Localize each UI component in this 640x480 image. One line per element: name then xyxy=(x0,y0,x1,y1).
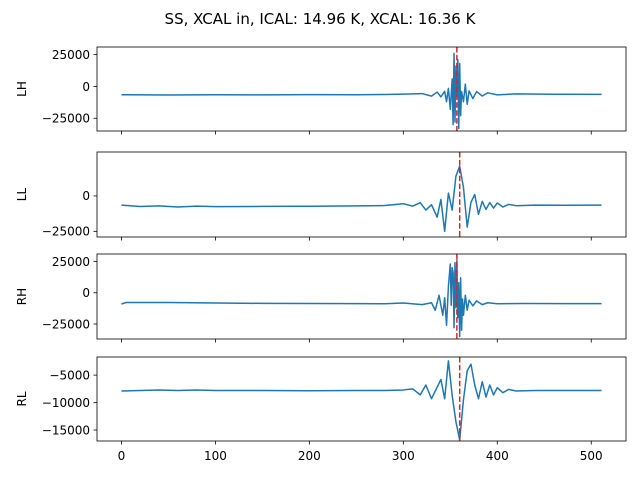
series-line-rh-0 xyxy=(121,259,602,338)
xtick-label-3: 300 xyxy=(392,449,415,463)
axes-frame-rl xyxy=(96,356,627,442)
ytick-label-rh-0: −25000 xyxy=(42,317,90,331)
ytick-label-rl-1: −10000 xyxy=(42,396,90,410)
axes-frame-lh xyxy=(96,46,627,132)
ylabel-ll: LL xyxy=(15,188,29,202)
ytick-label-rl-0: −15000 xyxy=(42,423,90,437)
subplot-lh: −25000 0 25000 LH xyxy=(15,46,627,135)
series-line-ll-0 xyxy=(121,165,602,233)
axes-frame-rh xyxy=(96,253,627,340)
ytick-label-lh-2: 25000 xyxy=(52,48,90,62)
xtick-label-5: 500 xyxy=(580,449,603,463)
ytick-label-rh-1: 0 xyxy=(82,286,90,300)
ytick-label-lh-0: −25000 xyxy=(42,112,90,126)
series-line-lh-0 xyxy=(121,52,602,130)
ylabel-lh: LH xyxy=(15,81,29,97)
xtick-label-0: 0 xyxy=(118,449,126,463)
axes-frame-ll xyxy=(96,151,627,238)
subplot-ll: −25000 0 LL xyxy=(15,151,627,241)
ytick-label-rl-2: −5000 xyxy=(49,368,90,382)
xtick-label-1: 100 xyxy=(204,449,227,463)
ytick-label-ll-1: 0 xyxy=(82,189,90,203)
ytick-label-ll-0: −25000 xyxy=(42,225,90,239)
ylabel-rh: RH xyxy=(15,288,29,305)
ytick-label-lh-1: 0 xyxy=(82,80,90,94)
subplot-stack: −25000 0 25000 LH −25000 0 LL −25000 0 25000 RH −15… xyxy=(15,46,627,463)
series-line-rl-0 xyxy=(121,360,602,441)
ytick-label-rh-2: 25000 xyxy=(52,255,90,269)
ylabel-rl: RL xyxy=(15,391,29,406)
subplot-rl: −15000 −10000 −5000 0 100 200 300 400 500 RL xyxy=(15,356,627,463)
xtick-label-4: 400 xyxy=(486,449,509,463)
subplot-rh: −25000 0 25000 RH xyxy=(15,253,627,343)
xtick-label-2: 200 xyxy=(298,449,321,463)
figure-suptitle: SS, XCAL in, ICAL: 14.96 K, XCAL: 16.36 … xyxy=(165,10,477,28)
